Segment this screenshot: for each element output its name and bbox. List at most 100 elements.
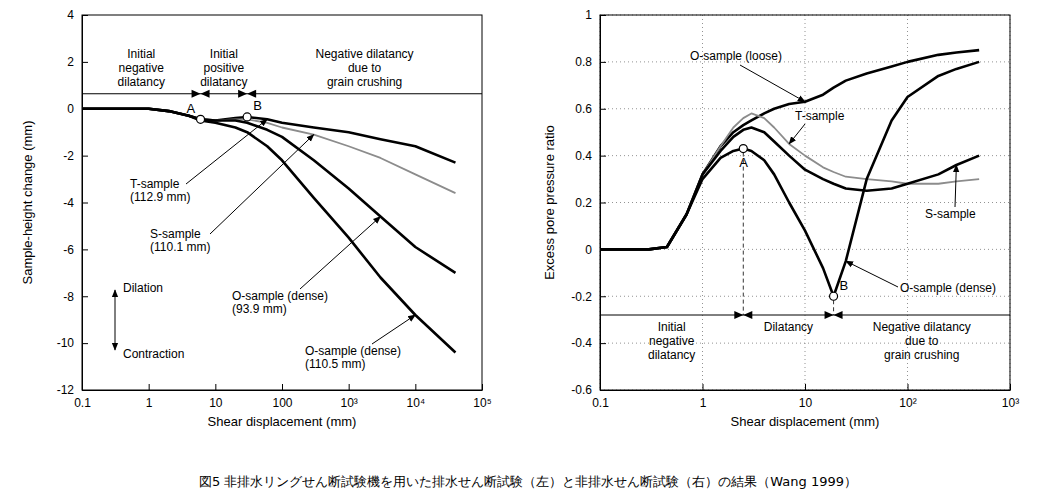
x-tick-label: 10² xyxy=(899,396,916,410)
text-line: S-sample xyxy=(925,207,976,221)
x-tick-label: 10 xyxy=(799,396,813,410)
y-tick-mark xyxy=(600,343,606,344)
label-leader xyxy=(846,261,898,287)
y-tick: -2 xyxy=(63,149,88,163)
x-tick-label: 0.1 xyxy=(74,396,91,410)
y-tick-mark xyxy=(600,203,606,204)
annotation-point xyxy=(830,292,838,300)
label-leader xyxy=(372,315,415,344)
x-tick-label: 10⁴ xyxy=(407,396,426,410)
text-line: dilatancy xyxy=(200,75,247,89)
y-tick-mark xyxy=(82,343,88,344)
series-label: O-sample (dense)(93.9 mm) xyxy=(232,289,328,316)
annotation-label: A xyxy=(739,155,748,170)
y-tick: 0.4 xyxy=(575,149,606,163)
x-tick: 100 xyxy=(272,384,292,410)
region-arrow xyxy=(192,90,201,98)
grid-line-x xyxy=(702,15,703,390)
series-line xyxy=(82,109,455,193)
annotation-label: A xyxy=(187,101,196,116)
direction-arrow xyxy=(115,290,116,350)
y-tick-mark xyxy=(600,109,606,110)
region-label: Initialpositivedilatancy xyxy=(200,47,247,89)
region-label: Negative dilatancydue tograin crushing xyxy=(316,47,414,89)
text-line: T-sample xyxy=(795,109,845,123)
regions: InitialnegativedilatancyDilatancyNegativ… xyxy=(600,311,1010,362)
text-line: grain crushing xyxy=(884,348,959,362)
x-tick-label: 0.1 xyxy=(592,396,609,410)
figure: 0.111010010³10⁴10⁵-12-10-8-6-4-2024Shear… xyxy=(0,0,1056,497)
y-tick: -12 xyxy=(57,383,88,397)
y-tick: 4 xyxy=(67,8,88,22)
y-tick: -6 xyxy=(63,243,88,257)
series-label: S-sample xyxy=(925,207,976,221)
y-axis: -0.6-0.4-0.200.20.40.60.81 xyxy=(571,8,606,397)
x-tick-mark xyxy=(482,384,483,390)
region-arrow xyxy=(734,311,743,319)
y-tick-mark xyxy=(82,390,88,391)
region-arrow xyxy=(247,90,256,98)
series-line xyxy=(82,109,455,273)
grid-line-y xyxy=(600,61,1010,62)
plot-frame xyxy=(600,15,1010,390)
x-tick-mark xyxy=(1010,384,1011,390)
label-leader xyxy=(300,217,380,289)
y-tick-mark xyxy=(600,62,606,63)
y-tick-mark xyxy=(82,249,88,250)
region-label: Dilatancy xyxy=(764,320,813,334)
annotation-point xyxy=(739,145,747,153)
x-tick: 10³ xyxy=(340,384,357,410)
text-line: (93.9 mm) xyxy=(232,302,287,316)
y-tick-label: -0.2 xyxy=(571,290,592,304)
y-tick-mark xyxy=(600,296,606,297)
text-line: O-sample (dense) xyxy=(305,344,401,358)
plot-area xyxy=(600,50,979,296)
y-tick-mark xyxy=(600,15,606,16)
x-tick-label: 100 xyxy=(272,396,292,410)
x-tick: 10⁴ xyxy=(407,384,426,410)
y-tick-label: -0.4 xyxy=(571,336,592,350)
region-label: Negative dilatancydue tograin crushing xyxy=(873,320,971,362)
text-line: Dilatancy xyxy=(764,320,813,334)
region-arrow xyxy=(743,311,752,319)
y-tick-mark xyxy=(82,62,88,63)
x-tick: 10³ xyxy=(1002,384,1019,410)
label-leader xyxy=(210,135,314,234)
text-line: (110.5 mm) xyxy=(305,357,365,371)
x-axis: 0.111010010³10⁴10⁵ xyxy=(74,384,492,410)
text-line: T-sample xyxy=(130,177,180,191)
x-tick: 10 xyxy=(209,384,223,410)
y-tick-mark xyxy=(600,156,606,157)
plot-frame xyxy=(82,15,482,390)
x-axis-title: Shear displacement (mm) xyxy=(208,414,357,429)
regions: InitialnegativedilatancyInitialpositived… xyxy=(82,47,482,98)
text-line: Initial xyxy=(210,47,238,61)
text-line: Initial xyxy=(127,47,155,61)
y-axis: -12-10-8-6-4-2024 xyxy=(57,8,88,397)
region-arrow xyxy=(825,311,834,319)
y-tick: 2 xyxy=(67,55,88,69)
x-tick-mark xyxy=(805,384,806,390)
y-tick-label: 0 xyxy=(67,102,74,116)
series-line xyxy=(82,109,455,353)
chart: 0.111010²10³-0.6-0.4-0.200.20.40.60.81Sh… xyxy=(542,8,1019,429)
region-arrow xyxy=(834,311,843,319)
y-tick-label: -10 xyxy=(57,336,75,350)
text-line: Negative dilatancy xyxy=(316,47,414,61)
x-axis-line xyxy=(601,390,1011,391)
y-tick: 0.6 xyxy=(575,102,606,116)
x-tick-mark xyxy=(349,384,350,390)
grid xyxy=(600,15,1010,390)
y-tick-label: -8 xyxy=(63,290,74,304)
y-tick-label: 4 xyxy=(67,8,74,22)
y-tick-label: 0.8 xyxy=(575,55,592,69)
y-tick-label: 0.4 xyxy=(575,149,592,163)
x-tick-label: 10³ xyxy=(1002,396,1019,410)
y-tick: -0.2 xyxy=(571,290,606,304)
x-tick: 10² xyxy=(899,384,916,410)
series-label: O-sample (dense)(110.5 mm) xyxy=(305,344,401,371)
text-line: O-sample (loose) xyxy=(690,49,782,63)
text-line: negative xyxy=(649,334,695,348)
y-tick: -0.4 xyxy=(571,336,606,350)
label-leader xyxy=(740,65,805,102)
